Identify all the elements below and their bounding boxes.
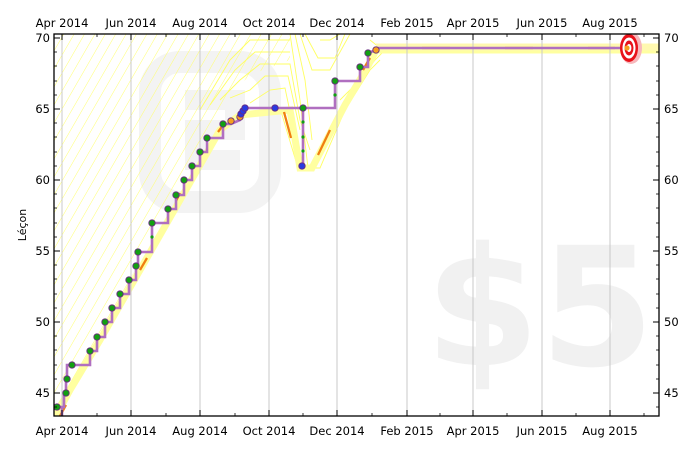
projection-band [54,46,659,416]
svg-text:Apr 2014: Apr 2014 [36,16,89,30]
point-green [132,262,140,270]
y-axis-right-labels: 70 65 60 55 50 45 [664,31,679,400]
point-green [116,290,124,298]
svg-text:Dec 2014: Dec 2014 [309,16,364,30]
data-markers [54,46,380,411]
point-green [172,191,180,199]
svg-text:65: 65 [35,102,50,116]
plot-frame [53,33,660,417]
svg-text:55: 55 [664,244,679,258]
svg-text:Feb 2015: Feb 2015 [380,424,433,438]
projection-hatch [54,34,290,416]
y-axis-left-labels: 70 65 60 55 50 45 [35,31,50,400]
point-green [188,162,196,170]
svg-text:Aug 2014: Aug 2014 [172,424,227,438]
point-green [134,248,142,256]
point-blue [241,104,249,112]
svg-text:Oct 2014: Oct 2014 [243,424,296,438]
axis-ticks [54,34,659,416]
svg-text:70: 70 [35,31,50,45]
point-green [125,276,133,284]
svg-text:45: 45 [664,386,679,400]
svg-text:60: 60 [35,173,50,187]
point-blue [298,162,306,170]
point-green [148,219,156,227]
point-green [219,120,227,128]
point-green [180,176,188,184]
svg-text:Jun 2015: Jun 2015 [516,16,568,30]
svg-text:45: 45 [35,386,50,400]
point-green [86,347,94,355]
point-green [108,304,116,312]
point-green [68,361,76,369]
point-orange [227,117,235,125]
plot-content: $5 [54,34,659,416]
svg-text:Aug 2014: Aug 2014 [172,16,227,30]
point-green [63,375,71,383]
point-green [164,205,172,213]
point-green [196,148,204,156]
point-blue [271,104,279,112]
point-green [93,333,101,341]
point-green [203,134,211,142]
svg-text:Dec 2014: Dec 2014 [309,424,364,438]
point-green [54,403,61,411]
svg-text:50: 50 [35,315,50,329]
x-axis-top-labels: Apr 2014 Jun 2014 Aug 2014 Oct 2014 Dec … [36,16,638,30]
svg-text:50: 50 [664,315,679,329]
svg-text:Jun 2015: Jun 2015 [516,424,568,438]
point-green [364,49,372,57]
point-orange [372,46,380,54]
point-green [331,77,339,85]
grid-lines [61,34,611,416]
svg-text:Apr 2015: Apr 2015 [447,16,500,30]
svg-text:Jun 2014: Jun 2014 [105,16,157,30]
x-axis-bottom-labels: Apr 2014 Jun 2014 Aug 2014 Oct 2014 Dec … [36,424,638,438]
svg-text:65: 65 [664,102,679,116]
svg-text:Jun 2014: Jun 2014 [105,424,157,438]
svg-text:60: 60 [664,173,679,187]
svg-text:Aug 2015: Aug 2015 [582,424,637,438]
point-green [356,63,364,71]
point-green [299,104,307,112]
svg-text:70: 70 [664,31,679,45]
y-axis-title: Léçon [16,209,29,241]
svg-text:Apr 2015: Apr 2015 [447,424,500,438]
minor-points [150,93,337,239]
svg-text:55: 55 [35,244,50,258]
svg-text:Apr 2014: Apr 2014 [36,424,89,438]
svg-text:Oct 2014: Oct 2014 [243,16,296,30]
svg-text:Feb 2015: Feb 2015 [380,16,433,30]
point-green [101,318,109,326]
point-green [62,389,70,397]
svg-text:Aug 2015: Aug 2015 [582,16,637,30]
target-icon [620,34,642,64]
watermark-text: $5 [425,212,655,404]
